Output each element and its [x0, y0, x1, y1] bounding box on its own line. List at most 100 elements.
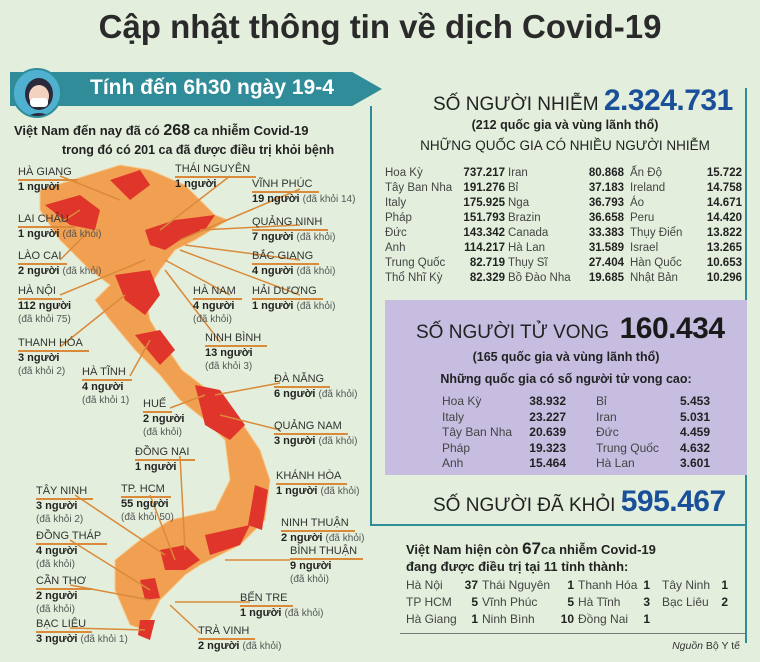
table-row: Trung Quốc 4.632: [596, 441, 710, 456]
deaths-countries-heading: Những quốc gia có số người tử vong cao:: [440, 372, 692, 386]
province-label: HẢI DƯƠNG 1 người (đã khỏi): [252, 285, 335, 313]
map-red-region: [205, 525, 250, 555]
province-recovered: (đã khỏi 2): [36, 514, 84, 525]
province-recovered: (đã khỏi): [242, 641, 282, 652]
country-value: 13.822: [706, 227, 742, 239]
province-cases: 2 người: [36, 590, 78, 602]
table-row: Tây Ban Nha 20.639: [442, 425, 566, 440]
table-row: Thổ Nhĩ Kỳ 82.329: [385, 271, 505, 286]
country-value: 5.453: [679, 394, 710, 408]
province-cases: 4 người: [193, 300, 235, 312]
country-value: 36.658: [588, 212, 624, 224]
table-row: Hoa Kỳ 38.932: [442, 394, 566, 409]
country-name: Hoa Kỳ: [385, 167, 423, 179]
table-row: TP HCM 5: [406, 595, 478, 610]
province-recovered: (đã khỏi): [325, 533, 365, 544]
province-name: VĨNH PHÚC: [252, 178, 319, 193]
province-label: HÀ NAM 4 người (đã khỏi): [193, 285, 242, 326]
table-row: Thụy Điển 13.822: [630, 226, 742, 241]
country-name: Hà Nội: [406, 578, 443, 592]
country-value: 1: [567, 578, 574, 592]
province-recovered: (đã khỏi 3): [205, 361, 253, 372]
table-row: Ninh Bình 10: [482, 612, 574, 627]
country-name: Brazin: [508, 212, 541, 224]
country-value: 175.925: [463, 197, 505, 209]
province-name: TRÀ VINH: [198, 625, 256, 640]
deaths-total: 160.434: [619, 312, 725, 345]
province-name: ĐỒNG NAI: [135, 446, 196, 461]
country-value: 151.793: [463, 212, 505, 224]
province-cases: 7 người: [252, 231, 294, 243]
province-name: QUẢNG NINH: [252, 216, 329, 231]
province-label: HÀ TĨNH 4 người (đã khỏi 1): [82, 366, 132, 407]
province-name: HÀ NAM: [193, 285, 242, 300]
country-name: Nga: [508, 197, 530, 209]
province-recovered: (đã khỏi 75): [18, 314, 71, 325]
country-value: 5: [567, 595, 574, 609]
country-value: 20.639: [529, 425, 566, 439]
province-name: CẦN THƠ: [36, 575, 93, 590]
country-name: Bạc Liêu: [662, 595, 709, 609]
country-value: 14.671: [706, 197, 742, 209]
country-name: Ireland: [630, 182, 666, 194]
province-name: HÀ GIANG: [18, 166, 78, 181]
table-row: Vĩnh Phúc 5: [482, 595, 574, 610]
country-value: 5.031: [679, 409, 710, 424]
province-label: ĐỒNG THÁP 4 người (đã khỏi): [36, 530, 108, 571]
country-name: Thụy Điển: [630, 227, 683, 239]
country-name: Tây Ban Nha: [385, 182, 453, 194]
table-row: Tây Ninh 1: [662, 578, 728, 593]
province-label: NINH THUẬN 2 người (đã khỏi): [281, 517, 364, 545]
province-cases: 1 người: [135, 461, 177, 473]
province-recovered: (đã khỏi): [296, 301, 336, 312]
province-cases: 3 người: [36, 500, 78, 512]
table-row: Italy 175.925: [385, 196, 505, 211]
country-name: Peru: [630, 212, 655, 224]
province-label: LÀO CAI 2 người (đã khỏi): [18, 250, 101, 278]
map-red-region: [248, 485, 268, 530]
country-value: 37.183: [588, 182, 624, 194]
country-name: Đức: [385, 227, 407, 239]
province-label: VĨNH PHÚC 19 người (đã khỏi 14): [252, 178, 355, 206]
country-name: Ấn Độ: [630, 167, 662, 179]
province-cases: 13 người: [205, 347, 253, 359]
country-value: 15.464: [529, 456, 566, 470]
province-cases: 4 người: [82, 381, 124, 393]
province-name: BẠC LIÊU: [36, 618, 93, 633]
country-value: 3: [643, 595, 650, 609]
country-name: Bồ Đào Nha: [508, 272, 571, 284]
country-name: Thanh Hóa: [578, 578, 638, 592]
table-row: Pháp 151.793: [385, 211, 505, 226]
province-label: ĐÀ NẴNG 6 người (đã khỏi): [274, 373, 357, 401]
divider: [400, 633, 745, 634]
country-value: 114.217: [464, 242, 505, 254]
country-name: Hà Lan: [596, 456, 635, 470]
country-name: TP HCM: [406, 595, 452, 609]
country-name: Bỉ: [596, 394, 607, 408]
province-name: ĐÀ NẴNG: [274, 373, 331, 388]
country-name: Anh: [385, 242, 406, 254]
province-name: THANH HÓA: [18, 337, 89, 352]
country-value: 10.296: [706, 272, 742, 284]
province-recovered: (đã khỏi): [62, 229, 102, 240]
country-name: Iran: [596, 409, 617, 424]
province-recovered: (đã khỏi): [62, 266, 102, 277]
map-red-region: [45, 195, 100, 230]
table-row: Đức 4.459: [596, 425, 710, 440]
active-cases-count: 67: [522, 539, 541, 558]
province-cases: 3 người: [36, 633, 78, 645]
country-name: Thụy Sĩ: [508, 257, 548, 269]
country-name: Đồng Nai: [578, 612, 629, 626]
province-cases: 3 người: [18, 352, 60, 364]
province-name: LÀO CAI: [18, 250, 68, 265]
province-label: HÀ GIANG 1 người: [18, 166, 78, 194]
recovered-total: 595.467: [620, 485, 726, 518]
country-name: Thái Nguyên: [482, 578, 551, 592]
table-row: Hà Giang 1: [406, 612, 478, 627]
table-row: Hà Lan 31.589: [508, 241, 624, 256]
map-red-region: [135, 330, 175, 365]
province-cases: 55 người: [121, 498, 169, 510]
province-name: QUẢNG NAM: [274, 420, 348, 435]
deaths-panel: [385, 300, 747, 475]
active-cases-summary: Việt Nam hiện còn 67ca nhiễm Covid-19: [406, 539, 656, 558]
